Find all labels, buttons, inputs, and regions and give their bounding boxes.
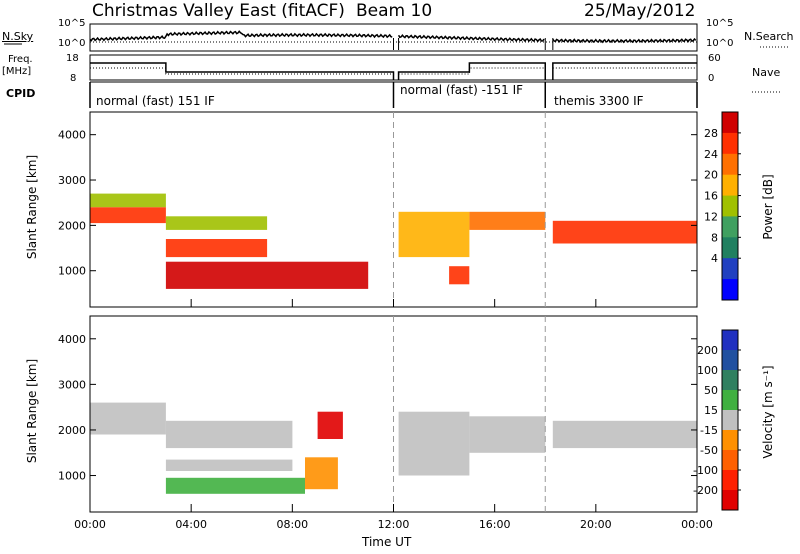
power-colorbar-swatch-4	[722, 174, 738, 197]
cpid-segment-2: normal (fast) -151 IF	[400, 83, 524, 97]
noise-right-tick-bottom: 10^0	[706, 38, 734, 49]
n-sky-label: N.Sky	[2, 30, 34, 43]
x-tick-label-0: 00:00	[74, 518, 106, 531]
velocity-colorbar-swatch-8	[722, 470, 738, 491]
power-colorbar-label: Power [dB]	[761, 174, 775, 240]
power-colorbar-label-6: 8	[711, 231, 718, 244]
velocity-colorbar-label-6: -50	[700, 444, 718, 457]
cpid-segment-3: themis 3300 IF	[554, 94, 644, 108]
power-band-2	[90, 193, 166, 208]
freq-tick-bottom: 8	[70, 73, 77, 84]
power-band-5	[165, 261, 369, 289]
freq-unit: [MHz]	[2, 66, 32, 77]
noise-sky-trace	[89, 30, 697, 44]
power-colorbar-swatch-8	[722, 258, 738, 280]
velocity-band-2	[165, 420, 293, 449]
freq-tick-top: 18	[66, 53, 79, 64]
power-colorbar-label-5: 12	[704, 210, 718, 223]
velocity-colorbar-label-5: -15	[700, 424, 718, 437]
velocity-colorbar-frame	[721, 329, 739, 511]
power-colorbar-label-7: 4	[711, 252, 718, 265]
date-label: 25/May/2012	[584, 1, 696, 21]
velocity-colorbar-swatch-1	[722, 330, 738, 351]
power-colorbar-swatch-2	[722, 132, 738, 155]
power-band-9	[552, 220, 697, 244]
chart-title: Christmas Valley East (fitACF)	[92, 1, 345, 21]
velocity-colorbar-label-7: -100	[693, 464, 718, 477]
noise-right-tick-top: 10^5	[706, 18, 734, 29]
power-colorbar-label-4: 16	[704, 190, 718, 203]
x-tick-label-3: 12:00	[378, 518, 410, 531]
nave-tick-top: 60	[708, 53, 721, 64]
power-colorbar-swatch-1	[722, 112, 738, 134]
beam-label: Beam 10	[356, 1, 433, 21]
noise-left-tick-bottom: 10^0	[58, 38, 86, 49]
velocity-colorbar-swatch-7	[722, 450, 738, 471]
velocity-colorbar-swatch-9	[722, 490, 738, 511]
power-band-3	[165, 239, 268, 258]
velocity-colorbar-label-8: -200	[693, 484, 718, 497]
nave-tick-bottom: 0	[708, 73, 715, 84]
power-band-4	[165, 216, 268, 230]
x-axis-label: Time UT	[362, 535, 412, 549]
velocity-band-3	[165, 459, 293, 471]
velocity-band-7	[398, 411, 470, 476]
noise-panel-frame	[89, 23, 698, 52]
power-colorbar-label-3: 20	[704, 169, 718, 182]
velocity-band-4	[165, 477, 305, 494]
velocity-band-6	[317, 411, 343, 439]
power-band-6	[398, 211, 470, 258]
power-colorbar-frame	[721, 111, 739, 301]
power-colorbar-swatch-3	[722, 153, 738, 176]
velocity-ytick-label-4000: 4000	[58, 333, 86, 346]
velocity-colorbar-swatch-2	[722, 350, 738, 371]
n-search-label: N.Search	[744, 30, 794, 43]
velocity-colorbar-label-2: 100	[697, 364, 718, 377]
cpid-segment-1: normal (fast) 151 IF	[96, 94, 215, 108]
power-band-1	[90, 207, 166, 224]
power-ytick-label-2000: 2000	[58, 219, 86, 232]
x-tick-label-2: 08:00	[276, 518, 308, 531]
freq-trace	[90, 62, 697, 80]
power-colorbar-swatch-7	[722, 237, 738, 259]
noise-gaps	[393, 38, 554, 50]
velocity-colorbar-swatch-6	[722, 430, 738, 451]
power-colorbar-swatch-5	[722, 195, 738, 217]
velocity-band-5	[305, 457, 338, 490]
velocity-colorbar-swatch-5	[722, 410, 738, 431]
power-y-axis-label: Slant Range [km]	[25, 154, 39, 260]
freq-label: Freq.	[8, 54, 33, 65]
x-tick-label-1: 04:00	[175, 518, 207, 531]
velocity-colorbar-label-1: 200	[697, 344, 718, 357]
x-tick-label-6: 00:00	[681, 518, 713, 531]
power-ytick-label-4000: 4000	[58, 129, 86, 142]
power-ytick-label-1000: 1000	[58, 265, 86, 278]
power-ytick-label-3000: 3000	[58, 174, 86, 187]
cpid-label: CPID	[6, 87, 36, 100]
nave-label: Nave	[752, 66, 781, 79]
x-tick-label-4: 16:00	[479, 518, 511, 531]
velocity-colorbar-swatch-4	[722, 390, 738, 411]
velocity-colorbar-swatch-3	[722, 370, 738, 391]
noise-left-tick-top: 10^5	[58, 18, 86, 29]
velocity-colorbar-label: Velocity [m s⁻¹]	[761, 365, 775, 459]
velocity-ytick-label-1000: 1000	[58, 470, 86, 483]
power-band-7	[449, 266, 470, 285]
velocity-colorbar-label-4: 15	[704, 404, 718, 417]
velocity-ytick-label-2000: 2000	[58, 424, 86, 437]
velocity-band-1	[90, 402, 166, 435]
velocity-colorbar-label-3: 50	[704, 384, 718, 397]
velocity-band-8	[469, 416, 546, 453]
power-colorbar-swatch-6	[722, 216, 738, 238]
velocity-band-9	[552, 420, 697, 449]
power-colorbar-label-2: 24	[704, 148, 718, 161]
velocity-y-axis-label: Slant Range [km]	[25, 358, 39, 464]
power-colorbar-swatch-9	[722, 279, 738, 301]
x-tick-label-5: 20:00	[580, 518, 612, 531]
velocity-ytick-label-3000: 3000	[58, 378, 86, 391]
nave-trace	[90, 67, 697, 75]
power-colorbar-label-1: 28	[704, 127, 718, 140]
power-band-8	[469, 211, 546, 230]
